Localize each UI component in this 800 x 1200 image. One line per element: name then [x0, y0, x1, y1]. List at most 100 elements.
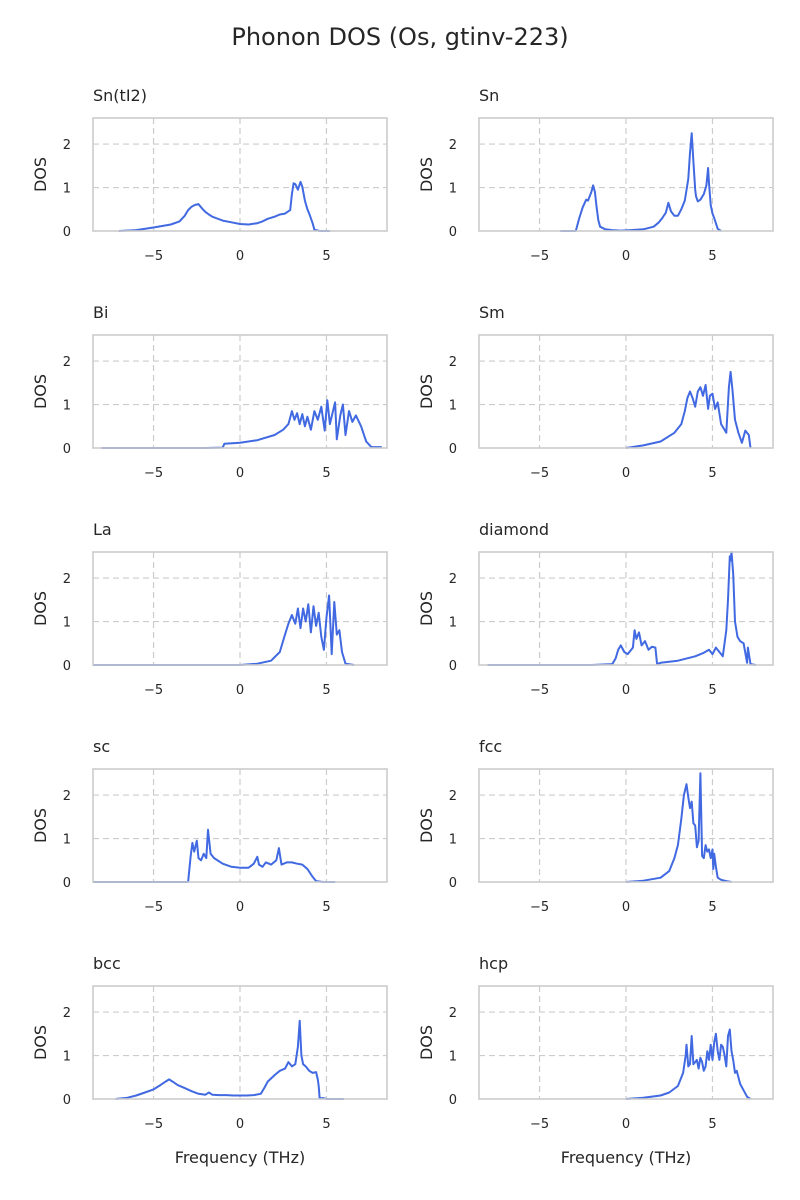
- dos-panel: Sn(tI2) 0 1 2 −5 0 5 DOS: [31, 86, 388, 264]
- panel-grid: Sn(tI2) 0 1 2 −5 0 5 DOS Sn 0 1 2 −5 0 5 DOS Bi 0 1 2 −5 0 5 DO…: [31, 86, 774, 1167]
- dos-series-line: [625, 1028, 752, 1100]
- axes-frame: [92, 768, 388, 883]
- y-tick-label: 1: [449, 833, 457, 848]
- dos-panel: bcc 0 1 2 −5 0 5 DOS Frequency (THz): [31, 954, 388, 1167]
- y-tick-label: 2: [63, 355, 71, 370]
- x-tick-label: 0: [236, 900, 244, 915]
- x-tick-label: 5: [708, 1117, 716, 1132]
- dos-series-line: [625, 772, 732, 883]
- x-tick-label: 0: [622, 683, 630, 698]
- x-tick-label: 5: [322, 249, 330, 264]
- panel-title: hcp: [479, 954, 508, 973]
- x-tick-label: 0: [236, 683, 244, 698]
- x-tick-label: 0: [236, 466, 244, 481]
- y-tick-label: 1: [63, 399, 71, 414]
- y-tick-label: 2: [449, 1006, 457, 1021]
- axes-frame: [478, 985, 774, 1100]
- x-tick-label: −5: [530, 249, 549, 264]
- dos-series-line: [101, 399, 382, 449]
- dos-panel: Bi 0 1 2 −5 0 5 DOS: [31, 303, 388, 481]
- y-axis-label: DOS: [31, 808, 50, 843]
- dos-series-line: [487, 551, 756, 666]
- panel-title: fcc: [479, 737, 502, 756]
- figure-title: Phonon DOS (Os, gtinv-223): [231, 23, 568, 51]
- y-axis-label: DOS: [417, 157, 436, 192]
- y-tick-label: 0: [449, 1093, 457, 1108]
- y-axis-label: DOS: [417, 1025, 436, 1060]
- y-tick-label: 1: [63, 833, 71, 848]
- x-tick-label: 5: [322, 1117, 330, 1132]
- y-tick-label: 0: [449, 659, 457, 674]
- x-tick-label: 0: [622, 900, 630, 915]
- axes-frame: [92, 117, 388, 232]
- axes-frame: [478, 334, 774, 449]
- dos-panel: La 0 1 2 −5 0 5 DOS: [31, 520, 388, 698]
- x-tick-label: 5: [708, 683, 716, 698]
- y-tick-label: 1: [449, 182, 457, 197]
- y-tick-label: 0: [63, 1093, 71, 1108]
- y-tick-label: 0: [63, 659, 71, 674]
- x-tick-label: −5: [530, 900, 549, 915]
- y-tick-label: 1: [449, 399, 457, 414]
- x-tick-label: 0: [622, 466, 630, 481]
- axes-frame: [478, 768, 774, 883]
- y-tick-label: 0: [63, 442, 71, 457]
- panel-title: bcc: [93, 954, 121, 973]
- dos-panel: Sn 0 1 2 −5 0 5 DOS: [417, 86, 774, 264]
- y-axis-label: DOS: [31, 591, 50, 626]
- y-tick-label: 0: [449, 442, 457, 457]
- y-tick-label: 2: [449, 789, 457, 804]
- x-tick-label: −5: [530, 683, 549, 698]
- x-tick-label: −5: [144, 683, 163, 698]
- y-tick-label: 1: [63, 616, 71, 631]
- y-tick-label: 0: [449, 225, 457, 240]
- y-tick-label: 1: [449, 616, 457, 631]
- x-tick-label: 5: [708, 900, 716, 915]
- x-tick-label: 0: [622, 1117, 630, 1132]
- axes-frame: [92, 985, 388, 1100]
- x-tick-label: 5: [708, 466, 716, 481]
- x-tick-label: 5: [322, 683, 330, 698]
- x-tick-label: 0: [236, 1117, 244, 1132]
- dos-series-line: [118, 180, 330, 232]
- y-tick-label: 2: [63, 572, 71, 587]
- dos-series-line: [560, 132, 722, 232]
- axes-frame: [478, 551, 774, 666]
- y-axis-label: DOS: [31, 1025, 50, 1060]
- y-axis-label: DOS: [31, 157, 50, 192]
- y-tick-label: 0: [449, 876, 457, 891]
- panel-title: Bi: [93, 303, 108, 322]
- x-axis-label: Frequency (THz): [561, 1148, 691, 1167]
- y-tick-label: 2: [449, 355, 457, 370]
- y-tick-label: 1: [63, 182, 71, 197]
- x-tick-label: 0: [236, 249, 244, 264]
- y-tick-label: 1: [63, 1050, 71, 1065]
- y-tick-label: 0: [63, 225, 71, 240]
- y-tick-label: 2: [63, 138, 71, 153]
- y-tick-label: 1: [449, 1050, 457, 1065]
- panel-title: Sn(tI2): [93, 86, 147, 105]
- y-axis-label: DOS: [417, 591, 436, 626]
- panel-title: La: [93, 520, 112, 539]
- dos-series-line: [93, 594, 355, 666]
- y-axis-label: DOS: [417, 808, 436, 843]
- dos-panel: hcp 0 1 2 −5 0 5 DOS Frequency (THz): [417, 954, 774, 1167]
- y-axis-label: DOS: [417, 374, 436, 409]
- dos-panel: sc 0 1 2 −5 0 5 DOS: [31, 737, 388, 915]
- panel-title: diamond: [479, 520, 549, 539]
- x-tick-label: −5: [530, 1117, 549, 1132]
- dos-panel: Sm 0 1 2 −5 0 5 DOS: [417, 303, 774, 481]
- dos-series-line: [93, 828, 336, 883]
- x-axis-label: Frequency (THz): [175, 1148, 305, 1167]
- dos-series-line: [625, 370, 752, 449]
- panel-title: sc: [93, 737, 110, 756]
- axes-frame: [92, 334, 388, 449]
- x-tick-label: −5: [144, 249, 163, 264]
- y-axis-label: DOS: [31, 374, 50, 409]
- axes-frame: [478, 117, 774, 232]
- x-tick-label: −5: [530, 466, 549, 481]
- panel-title: Sn: [479, 86, 499, 105]
- y-tick-label: 2: [449, 572, 457, 587]
- y-tick-label: 0: [63, 876, 71, 891]
